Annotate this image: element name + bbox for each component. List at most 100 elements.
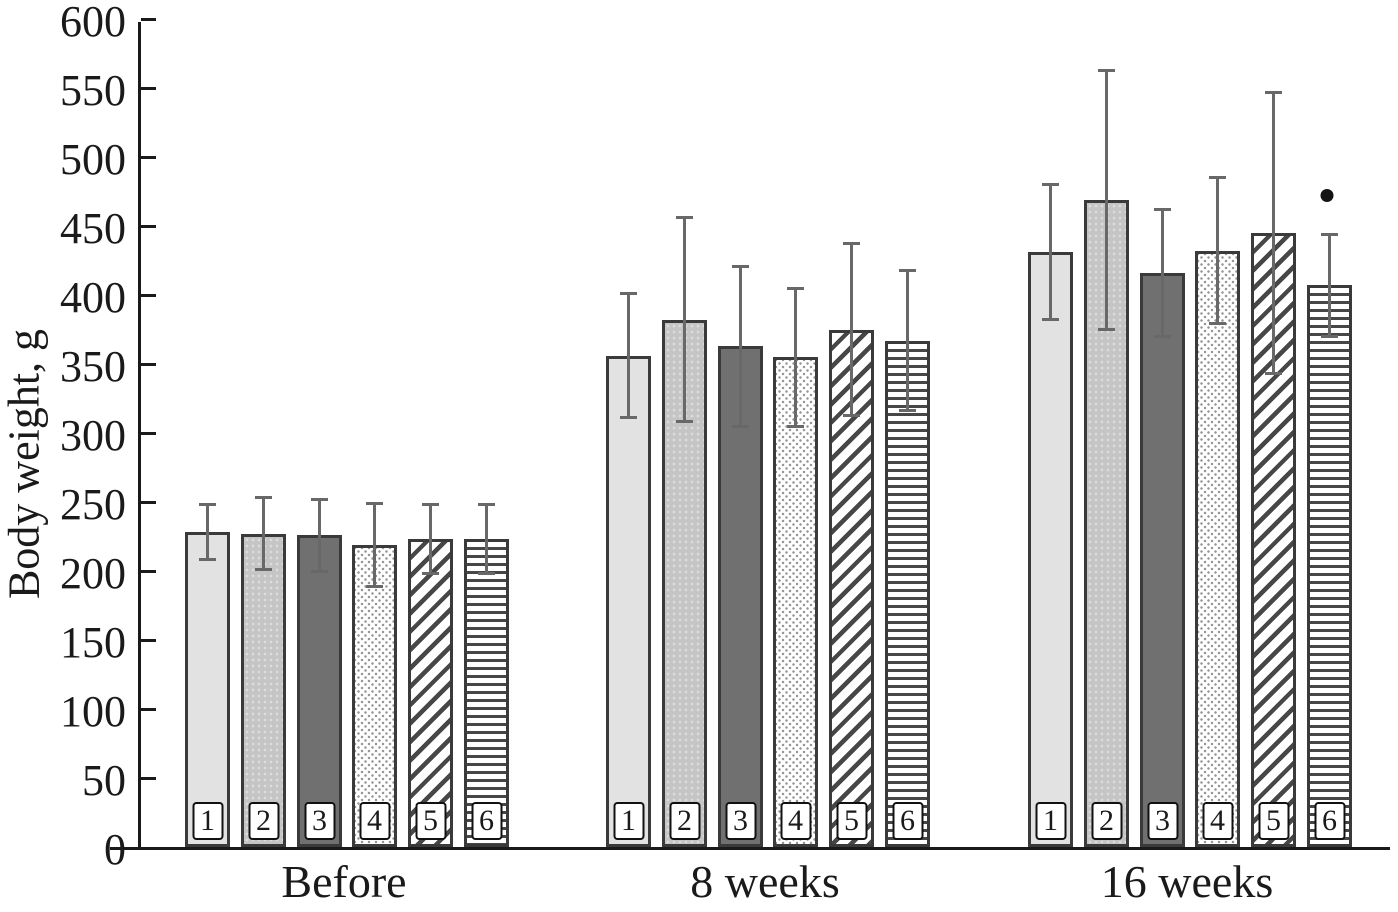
error-bar-cap-bottom xyxy=(1209,322,1226,326)
bar-number-badge: 1 xyxy=(1035,802,1066,840)
bar-slot: 6 xyxy=(464,22,509,847)
error-bar-cap-bottom xyxy=(255,568,272,572)
error-bar xyxy=(262,497,265,570)
error-bar xyxy=(794,288,797,427)
error-bar-cap-top xyxy=(787,286,804,290)
bar-slot: 1 xyxy=(606,22,651,847)
error-bar-cap-top xyxy=(1209,176,1226,180)
error-bar-cap-bottom xyxy=(899,409,916,413)
bar xyxy=(606,355,651,847)
bar-slot: 5 xyxy=(1251,22,1296,847)
bar-number-badge: 3 xyxy=(725,802,756,840)
error-bar-cap-bottom xyxy=(1098,328,1115,331)
bar-number-badge: 2 xyxy=(1091,802,1122,840)
bar xyxy=(352,544,397,847)
bar-slot: 2 xyxy=(662,22,707,847)
error-bar-cap-top xyxy=(311,497,328,501)
bar xyxy=(1195,250,1240,847)
bar xyxy=(408,539,453,847)
bar xyxy=(773,357,818,847)
bar-number-badge: 6 xyxy=(471,802,502,840)
y-tick-label: 450 xyxy=(60,204,126,253)
error-bar xyxy=(206,504,209,560)
bar-number-badge: 4 xyxy=(1202,802,1233,840)
error-bar-cap-top xyxy=(1321,232,1338,236)
error-bar-cap-top xyxy=(1098,68,1115,72)
y-tick xyxy=(141,638,156,642)
error-bar xyxy=(1328,234,1331,337)
bar xyxy=(241,533,286,847)
y-tick xyxy=(141,86,156,90)
error-bar xyxy=(627,293,630,418)
error-bar-cap-bottom xyxy=(1265,372,1282,376)
bar-slot: 1 xyxy=(1028,22,1073,847)
error-bar-cap-bottom xyxy=(676,420,693,424)
bar-number-badge: 5 xyxy=(415,802,446,840)
error-bar-cap-bottom xyxy=(311,569,328,573)
y-tick-label: 50 xyxy=(82,756,126,805)
error-bar xyxy=(1105,70,1108,330)
error-bar-cap-bottom xyxy=(1042,318,1059,322)
error-bar xyxy=(485,504,488,574)
error-bar xyxy=(1216,177,1219,324)
bar-slot: 4 xyxy=(1195,22,1240,847)
bar-number-badge: 5 xyxy=(836,802,867,840)
error-bar xyxy=(1049,184,1052,320)
bar-number-badge: 4 xyxy=(780,802,811,840)
bar xyxy=(185,532,230,847)
y-tick xyxy=(141,155,156,159)
error-bar-cap-top xyxy=(422,503,439,507)
error-bar-cap-top xyxy=(620,292,637,296)
bar-slot: 6 xyxy=(1307,22,1352,847)
bar-slot: 2 xyxy=(241,22,286,847)
error-bar-cap-bottom xyxy=(732,424,749,428)
error-bar xyxy=(1161,209,1164,337)
bar-slot: 4 xyxy=(773,22,818,847)
error-bar xyxy=(1272,92,1275,374)
error-bar-cap-bottom xyxy=(787,424,804,428)
y-tick xyxy=(141,500,156,504)
bar xyxy=(1140,272,1185,847)
y-tick-label: 250 xyxy=(60,480,126,529)
error-bar-cap-top xyxy=(843,242,860,246)
bar xyxy=(885,340,930,847)
error-bar-cap-bottom xyxy=(1154,334,1171,338)
bar xyxy=(1028,252,1073,847)
y-tick-label: 0 xyxy=(104,825,126,874)
y-tick xyxy=(141,17,156,21)
error-bar xyxy=(906,270,909,411)
y-tick xyxy=(141,362,156,366)
error-bar xyxy=(739,266,742,427)
bar-slot: 3 xyxy=(718,22,763,847)
bar-number-badge: 3 xyxy=(1147,802,1178,840)
bar-number-badge: 6 xyxy=(892,802,923,840)
bar-slot: 3 xyxy=(1140,22,1185,847)
y-tick-label: 550 xyxy=(60,66,126,115)
error-bar-cap-bottom xyxy=(199,558,216,562)
bar-number-badge: 1 xyxy=(613,802,644,840)
error-bar-cap-top xyxy=(1154,207,1171,211)
y-tick-label: 100 xyxy=(60,687,126,736)
bar xyxy=(464,539,509,847)
error-bar xyxy=(683,217,686,422)
error-bar xyxy=(850,243,853,416)
bar-slot: 1 xyxy=(185,22,230,847)
bar-slot: 5 xyxy=(408,22,453,847)
error-bar-cap-bottom xyxy=(1321,334,1338,338)
bar-slot: 4 xyxy=(352,22,397,847)
error-bar-cap-top xyxy=(199,503,216,507)
error-bar-cap-top xyxy=(366,501,383,505)
error-bar-cap-bottom xyxy=(620,416,637,420)
y-tick xyxy=(141,431,156,435)
bar-slot: 2 xyxy=(1084,22,1129,847)
error-bar-cap-bottom xyxy=(366,584,383,588)
x-category-label: 16 weeks xyxy=(1100,856,1274,907)
bar-number-badge: 3 xyxy=(304,802,335,840)
x-axis-line xyxy=(110,847,138,850)
bar-slot: 3 xyxy=(297,22,342,847)
